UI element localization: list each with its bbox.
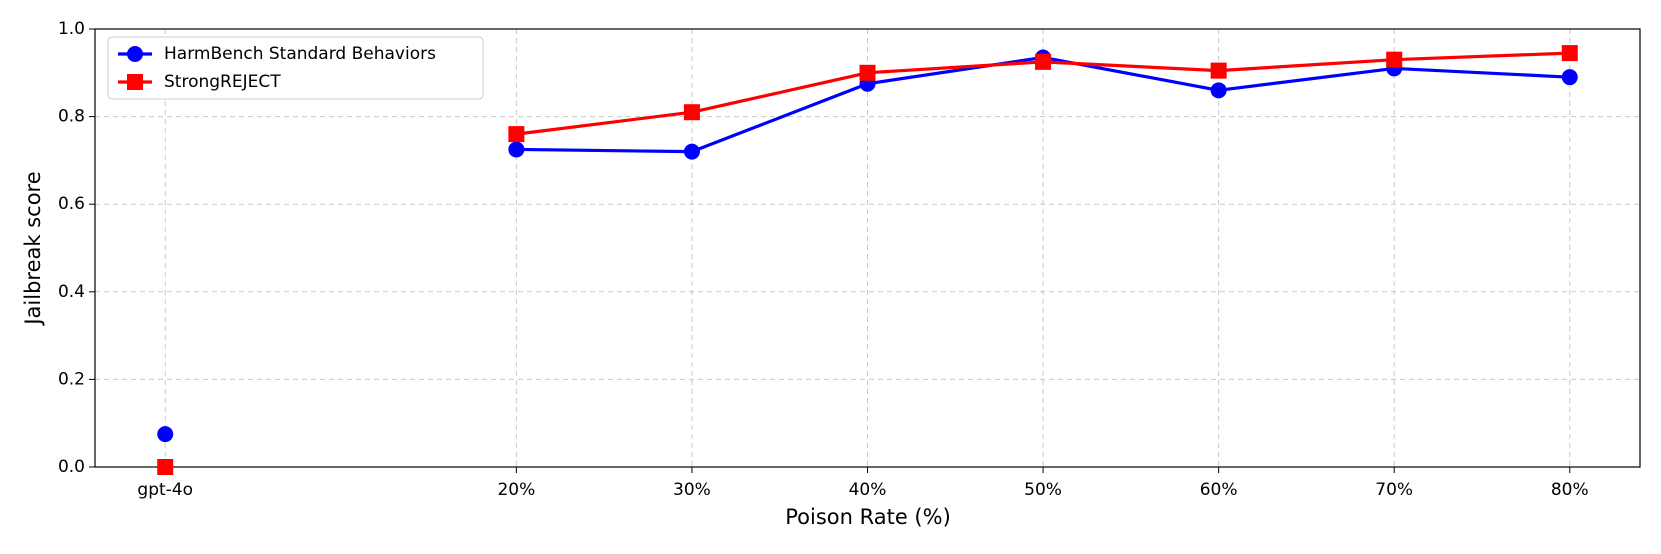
y-tick-label: 0.0 xyxy=(58,457,85,477)
plot-frame xyxy=(94,28,1641,468)
data-point xyxy=(683,104,700,121)
legend-label: StrongREJECT xyxy=(164,72,281,92)
legend-marker xyxy=(127,74,143,90)
data-point xyxy=(157,426,174,443)
data-point xyxy=(508,126,525,143)
data-point xyxy=(1561,69,1578,86)
data-point xyxy=(1210,62,1227,79)
data-point xyxy=(1210,82,1227,99)
y-tick-label: 0.8 xyxy=(58,107,85,127)
x-tick-label: 30% xyxy=(673,480,711,500)
x-tick-label: 70% xyxy=(1375,480,1413,500)
y-tick-label: 1.0 xyxy=(58,19,85,39)
y-tick-label: 0.6 xyxy=(58,194,85,214)
legend-marker xyxy=(127,46,143,62)
x-axis-label: Poison Rate (%) xyxy=(785,505,951,529)
y-tick-label: 0.4 xyxy=(58,282,85,302)
x-tick-label: 80% xyxy=(1551,480,1589,500)
x-tick-label: 20% xyxy=(497,480,535,500)
data-point xyxy=(1386,51,1403,68)
legend-label: HarmBench Standard Behaviors xyxy=(164,44,436,64)
data-point xyxy=(683,143,700,160)
data-point xyxy=(1561,45,1578,62)
x-tick-label: 40% xyxy=(849,480,887,500)
x-tick-label: gpt-4o xyxy=(137,480,193,500)
y-axis-label: Jailbreak score xyxy=(21,171,45,326)
x-tick-label: 60% xyxy=(1200,480,1238,500)
legend-box xyxy=(107,36,484,100)
y-tick-label: 0.2 xyxy=(58,369,85,389)
data-point xyxy=(1035,53,1052,70)
data-point xyxy=(157,459,174,475)
data-point xyxy=(508,141,525,158)
x-tick-label: 50% xyxy=(1024,480,1062,500)
data-point xyxy=(859,64,876,81)
